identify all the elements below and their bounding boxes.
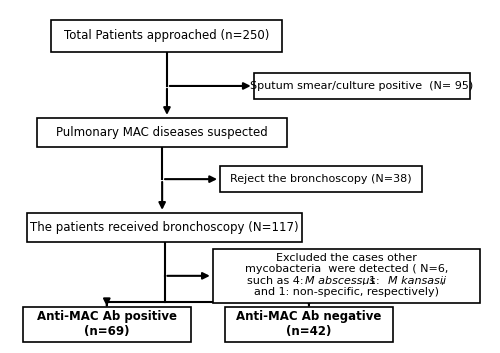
FancyBboxPatch shape <box>37 119 288 146</box>
FancyBboxPatch shape <box>220 166 422 192</box>
Text: M abscessus: M abscessus <box>304 276 375 286</box>
Text: Total Patients approached (n=250): Total Patients approached (n=250) <box>64 29 270 42</box>
Text: Reject the bronchoscopy (N=38): Reject the bronchoscopy (N=38) <box>230 174 412 184</box>
FancyBboxPatch shape <box>224 307 393 342</box>
FancyBboxPatch shape <box>52 20 282 52</box>
Text: The patients received bronchoscopy (N=117): The patients received bronchoscopy (N=11… <box>30 221 299 234</box>
FancyBboxPatch shape <box>22 307 191 342</box>
Text: and 1: non-specific, respectively): and 1: non-specific, respectively) <box>254 287 438 297</box>
Text: Anti-MAC Ab negative
(n=42): Anti-MAC Ab negative (n=42) <box>236 310 382 338</box>
Text: ,: , <box>440 276 444 286</box>
Text: Sputum smear/culture positive  (N= 95): Sputum smear/culture positive (N= 95) <box>250 81 474 91</box>
Text: such as 4:: such as 4: <box>248 276 308 286</box>
Text: M kansasii: M kansasii <box>388 276 446 286</box>
Text: Excluded the cases other: Excluded the cases other <box>276 253 416 263</box>
FancyBboxPatch shape <box>254 73 470 99</box>
Text: mycobacteria  were detected ( N=6,: mycobacteria were detected ( N=6, <box>244 264 448 274</box>
Text: Anti-MAC Ab positive
(n=69): Anti-MAC Ab positive (n=69) <box>37 310 177 338</box>
FancyBboxPatch shape <box>212 249 480 303</box>
Text: , 1:: , 1: <box>362 276 383 286</box>
Text: Pulmonary MAC diseases suspected: Pulmonary MAC diseases suspected <box>56 126 268 139</box>
FancyBboxPatch shape <box>28 214 301 241</box>
